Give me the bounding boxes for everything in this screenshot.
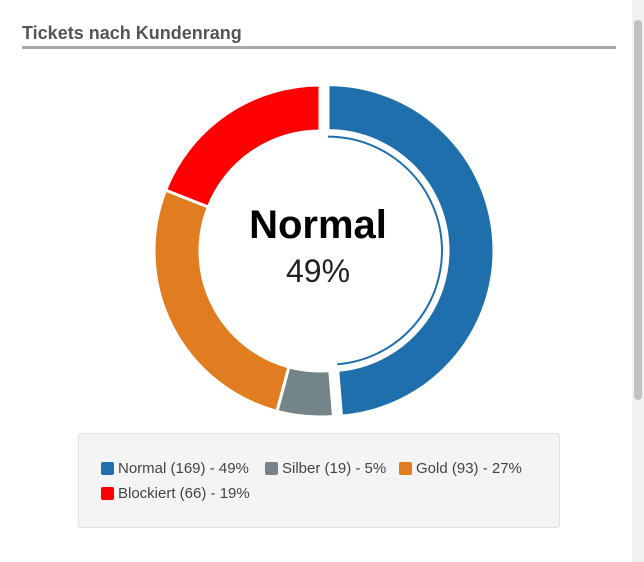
legend-label-normal: Normal (169) - 49% [118, 460, 249, 477]
legend-item-gold[interactable]: Gold (93) - 27% [399, 460, 522, 477]
legend-label-silber: Silber (19) - 5% [282, 460, 387, 477]
slice-blockiert[interactable] [163, 83, 322, 209]
legend-item-blockiert[interactable]: Blockiert (66) - 19% [101, 485, 250, 502]
donut-chart: Normal 49% [152, 83, 496, 419]
legend-swatch-normal [101, 462, 114, 475]
legend: Normal (169) - 49% Silber (19) - 5% Gold… [78, 433, 560, 528]
center-value: 49% [286, 253, 350, 289]
legend-label-blockiert: Blockiert (66) - 19% [118, 485, 250, 502]
slice-normal[interactable] [326, 83, 496, 418]
scrollbar-thumb[interactable] [634, 20, 642, 400]
center-label: Normal [249, 203, 387, 247]
legend-swatch-silber [265, 462, 278, 475]
legend-swatch-blockiert [101, 487, 114, 500]
highlight-ring [327, 135, 443, 366]
legend-item-silber[interactable]: Silber (19) - 5% [265, 460, 386, 477]
legend-item-normal[interactable]: Normal (169) - 49% [101, 460, 249, 477]
legend-swatch-gold [399, 462, 412, 475]
panel-title: Tickets nach Kundenrang [22, 23, 242, 43]
panel-header: Tickets nach Kundenrang [22, 22, 616, 49]
scrollbar[interactable] [632, 0, 644, 562]
legend-label-gold: Gold (93) - 27% [416, 460, 522, 477]
